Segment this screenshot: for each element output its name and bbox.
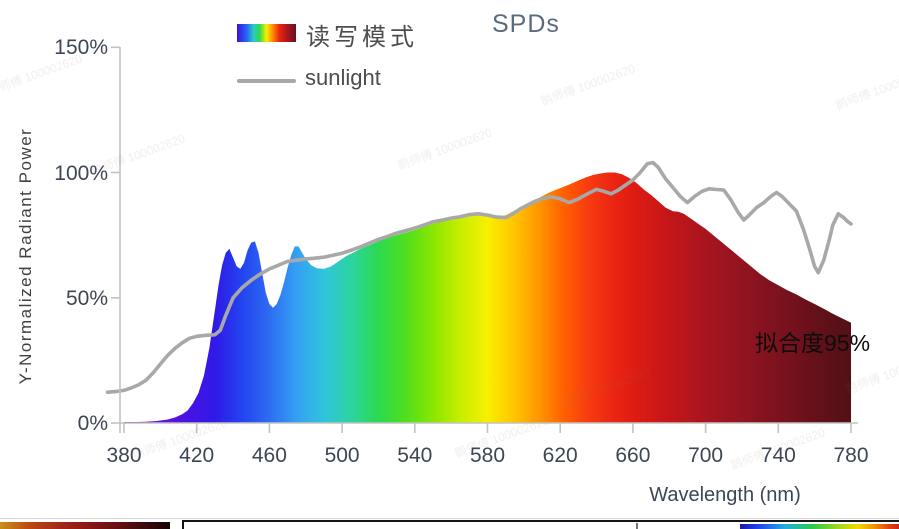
x-tick-label: 700 <box>688 444 724 467</box>
x-tick-label: 660 <box>615 444 651 467</box>
x-axis-title: Wavelength (nm) <box>649 484 801 506</box>
x-tick-label: 740 <box>760 444 796 467</box>
x-tick-label: 580 <box>469 444 506 467</box>
fit-percentage-annotation: 拟合度95% <box>755 330 871 356</box>
y-tick-label: 0% <box>77 412 108 435</box>
y-axis-title: Y-Normalized Radiant Power <box>16 127 35 385</box>
x-tick-label: 500 <box>324 444 360 467</box>
chart-title: SPDs <box>492 10 560 38</box>
next-row-border-line <box>182 520 899 522</box>
x-tick-label: 460 <box>251 444 287 467</box>
next-row-cell-divider <box>182 520 184 529</box>
x-tick-label: 380 <box>106 444 142 467</box>
legend-sunlight-label: sunlight <box>305 65 381 90</box>
spectrum-area-series <box>124 172 851 423</box>
legend-spectrum-label: 读写模式 <box>306 24 418 51</box>
x-tick-label: 620 <box>542 444 578 467</box>
next-row-rainbow-strip <box>740 524 899 529</box>
y-tick-label: 100% <box>54 161 108 185</box>
y-tick-label: 50% <box>65 286 108 310</box>
next-row-spectrum-thumbnail <box>0 522 170 529</box>
legend-spectrum-swatch <box>237 24 296 42</box>
x-tick-label: 540 <box>397 444 433 467</box>
next-row-tick <box>636 523 638 529</box>
legend-sunlight-swatch <box>237 79 296 83</box>
sunlight-line-series <box>105 160 853 395</box>
x-tick-label: 780 <box>833 444 869 467</box>
next-row-hairline <box>0 518 899 519</box>
x-tick-label: 420 <box>179 444 215 467</box>
y-tick-label: 150% <box>54 36 108 60</box>
